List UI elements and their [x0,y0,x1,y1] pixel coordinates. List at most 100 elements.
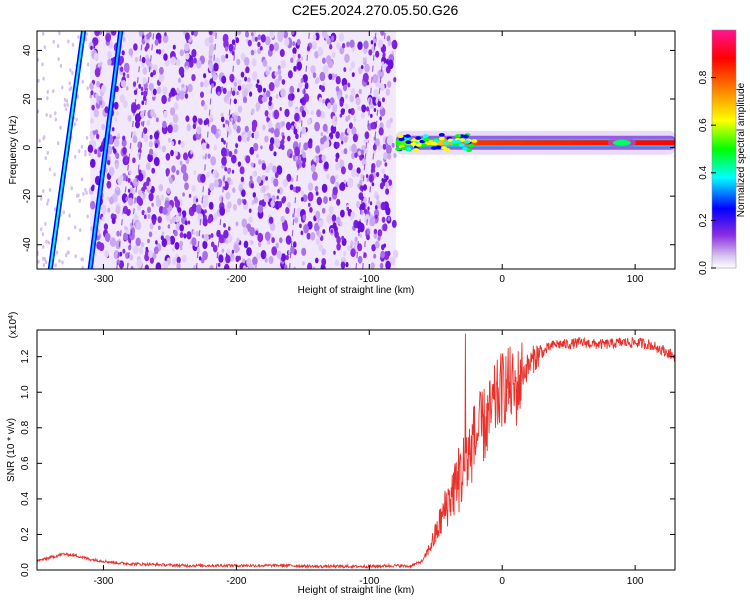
noise-blob [185,65,189,71]
noise-blob [175,58,181,66]
noise-blob [181,254,187,263]
noise-blob [293,65,297,72]
noise-blob [369,201,373,206]
noise-blob [113,254,117,259]
noise-blob [104,232,111,242]
signal-blob [468,143,475,148]
signal-blob [464,140,471,144]
noise-blob [258,94,264,105]
noise-blob [352,133,358,143]
noise-blob [366,174,369,179]
noise-blob [356,201,361,208]
noise-blob [354,236,358,243]
noise-blob [330,124,337,134]
noise-blob [369,216,376,227]
noise-blob [179,160,183,166]
noise-blob [193,170,197,175]
noise-blob [364,63,370,73]
noise-blob [184,32,190,41]
noise-blob [119,66,124,73]
noise-blob [71,71,74,76]
noise-blob [310,164,316,173]
noise-blob [346,206,350,211]
noise-blob [378,144,382,151]
noise-blob [335,86,340,92]
noise-blob [371,182,375,187]
noise-blob [132,135,138,144]
noise-blob [192,115,198,123]
noise-blob [381,168,386,175]
noise-blob [175,214,180,223]
noise-blob [70,86,73,91]
noise-blob [251,119,258,129]
noise-blob [247,77,251,83]
noise-blob [256,175,262,184]
noise-blob [168,92,173,98]
noise-blob [288,99,293,108]
noise-blob [349,67,352,72]
noise-blob [265,176,268,181]
noise-blob [223,229,229,239]
noise-blob [147,238,150,244]
signal-blob [422,134,429,138]
noise-blob [363,184,367,191]
noise-blob [153,113,157,119]
spectrogram-x-tick-label: -200 [226,274,246,285]
noise-blob [46,150,49,155]
noise-blob [351,143,357,153]
noise-blob [107,145,113,155]
noise-blob [240,176,245,183]
noise-blob [230,117,233,122]
noise-blob [159,66,164,75]
signal-blob [438,133,445,137]
noise-blob [300,197,304,202]
noise-blob [318,243,323,252]
noise-blob [143,127,148,134]
noise-blob [268,96,273,102]
snr-y-tick-label: 0.2 [20,527,31,541]
noise-blob [221,248,225,253]
noise-blob [266,65,270,72]
noise-blob [40,196,43,201]
noise-blob [167,124,173,134]
noise-blob [321,85,325,92]
noise-blob [389,256,396,266]
noise-blob [81,79,84,84]
noise-blob [145,43,150,50]
noise-blob [274,171,279,178]
noise-blob [339,113,343,118]
noise-blob [242,227,248,236]
noise-blob [162,86,168,96]
noise-blob [256,79,260,84]
noise-blob [141,62,145,68]
noise-blob [101,123,106,131]
noise-blob [196,59,202,69]
noise-blob [354,152,358,158]
noise-blob [360,202,366,211]
noise-blob [147,206,151,213]
noise-blob [263,195,269,203]
noise-blob [114,101,119,110]
noise-blob [115,205,121,214]
noise-blob [381,178,385,183]
noise-blob [224,46,229,52]
noise-blob [262,124,266,131]
noise-blob [188,193,192,198]
noise-blob [382,143,387,150]
noise-blob [370,122,376,130]
colorbar-label: Normalized spectral amplitude [736,82,747,217]
snr-x-tick-label: -200 [226,576,246,587]
noise-blob [269,143,274,152]
signal-blob [398,137,405,142]
noise-blob [236,115,241,123]
noise-blob [77,193,80,198]
noise-blob [285,121,292,131]
noise-blob [48,167,52,172]
noise-blob [202,218,208,227]
noise-blob [353,116,357,122]
noise-blob [257,232,264,243]
noise-blob [126,73,130,79]
noise-blob [330,35,335,42]
noise-blob [118,260,124,269]
